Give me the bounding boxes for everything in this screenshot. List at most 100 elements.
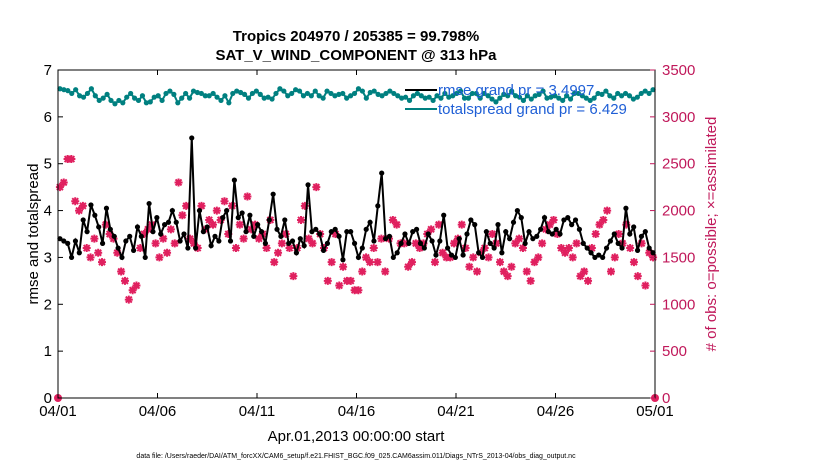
- spread-marker: [567, 96, 574, 102]
- spread-marker: [92, 93, 98, 99]
- obs-marker: [346, 276, 355, 285]
- obs-marker: [67, 155, 76, 164]
- spread-marker: [477, 95, 483, 101]
- spread-marker: [261, 95, 267, 101]
- spread-marker: [84, 90, 91, 97]
- rmse-marker: [255, 222, 261, 228]
- obs-marker: [270, 258, 279, 267]
- spread-marker: [241, 91, 248, 97]
- obs-marker: [473, 267, 482, 276]
- rmse-marker: [162, 222, 168, 228]
- obs-marker: [212, 206, 221, 215]
- spread-marker: [163, 90, 169, 97]
- spread-marker: [135, 97, 142, 104]
- rmse-marker: [150, 229, 156, 235]
- rmse-marker: [561, 217, 567, 223]
- spread-marker: [355, 86, 362, 92]
- spread-marker: [155, 93, 161, 99]
- rmse-marker: [483, 229, 489, 235]
- rmse-marker: [123, 238, 129, 244]
- y-right-tick-label: 3500: [662, 62, 695, 79]
- rmse-marker: [452, 254, 458, 261]
- obs-marker: [522, 267, 531, 276]
- rmse-marker: [541, 215, 548, 221]
- rmse-marker: [262, 240, 268, 246]
- spread-marker: [202, 93, 208, 99]
- rmse-marker: [235, 215, 241, 221]
- obs-marker: [434, 220, 443, 229]
- rmse-marker: [266, 217, 272, 223]
- spread-marker: [234, 88, 240, 94]
- rmse-marker: [96, 224, 102, 230]
- spread-marker: [116, 97, 122, 104]
- spread-marker: [80, 94, 87, 100]
- rmse-marker: [607, 238, 614, 244]
- y-axis-right: 0 500 1000 1500 2000 2500 3000 3500: [650, 62, 695, 407]
- x-tick-label: 04/06: [139, 403, 177, 420]
- spread-marker: [257, 91, 263, 97]
- spread-marker: [489, 96, 495, 102]
- rmse-marker: [80, 217, 86, 223]
- rmse-marker: [189, 135, 195, 141]
- spread-marker: [379, 93, 385, 99]
- obs-marker: [86, 253, 95, 262]
- rmse-marker: [119, 254, 125, 261]
- obs-marker: [105, 230, 114, 238]
- rmse-marker: [545, 229, 551, 235]
- y-axis-left-label: rmse and totalspread: [25, 164, 42, 305]
- y-right-tick-label: 1500: [662, 249, 695, 266]
- obs-marker: [308, 239, 317, 248]
- obs-marker: [304, 234, 313, 243]
- spread-marker: [414, 90, 420, 97]
- rmse-marker: [185, 245, 191, 251]
- spread-marker: [139, 93, 146, 99]
- spread-marker: [159, 97, 165, 104]
- obs-marker: [262, 244, 271, 253]
- obs-marker: [243, 192, 252, 201]
- legend-spread-label: totalspread grand pr = 6.429: [438, 101, 627, 118]
- rmse-marker: [375, 203, 381, 209]
- rmse-marker: [313, 226, 319, 232]
- rmse-marker: [514, 207, 520, 214]
- rmse-marker: [627, 231, 633, 237]
- x-axis-label: Apr.01,2013 00:00:00 start: [268, 428, 446, 445]
- rmse-marker: [479, 254, 486, 261]
- spread-marker: [575, 90, 582, 97]
- rmse-marker: [344, 229, 350, 235]
- spread-marker: [131, 95, 138, 101]
- spread-marker: [77, 93, 83, 99]
- spread-marker: [391, 90, 397, 97]
- obs-marker: [404, 262, 413, 271]
- rmse-marker: [320, 247, 327, 253]
- rmse-marker: [111, 233, 117, 239]
- obs-marker: [182, 201, 191, 210]
- spread-marker: [324, 88, 330, 94]
- spread-marker: [516, 94, 523, 100]
- spread-marker: [371, 88, 377, 94]
- obs-marker: [415, 244, 424, 253]
- rmse-marker: [421, 245, 427, 251]
- spread-marker: [300, 93, 307, 99]
- spread-marker: [253, 88, 259, 94]
- x-tick-label: 04/11: [239, 403, 275, 420]
- obs-marker: [327, 258, 336, 267]
- rmse-marker: [526, 229, 532, 235]
- spread-marker: [552, 93, 558, 99]
- rmse-marker: [293, 250, 300, 256]
- spread-marker: [222, 93, 228, 99]
- obs-marker: [561, 248, 570, 257]
- spread-marker: [218, 97, 224, 104]
- obs-marker: [297, 215, 306, 224]
- spread-marker: [387, 88, 393, 94]
- obs-marker: [224, 230, 233, 238]
- spread-marker: [650, 87, 656, 93]
- obs-marker: [388, 215, 397, 224]
- spread-marker: [375, 91, 381, 97]
- spread-marker: [399, 95, 405, 101]
- spread-marker: [96, 97, 102, 104]
- rmse-marker: [429, 238, 435, 244]
- obs-marker: [557, 244, 566, 253]
- obs-marker: [55, 183, 64, 192]
- obs-marker: [446, 253, 455, 262]
- spread-marker: [249, 90, 256, 97]
